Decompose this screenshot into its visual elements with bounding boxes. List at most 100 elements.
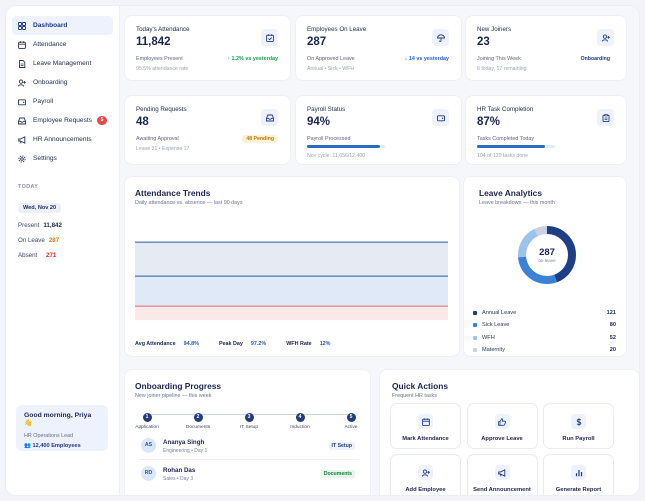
onboarding-step-application[interactable]: 1 Application bbox=[132, 413, 162, 430]
onboarding-step-active[interactable]: 5 Active bbox=[336, 413, 366, 430]
kpi-trend: ↑ 1.2% vs yesterday bbox=[227, 56, 278, 62]
kpi-card-hr-task-completion[interactable]: HR Task Completion 87% Tasks Completed Tod… bbox=[466, 96, 626, 164]
onboarding-step-it-setup[interactable]: 3 IT Setup bbox=[234, 413, 264, 430]
leave-total: 287 bbox=[539, 247, 555, 258]
leave-analytics-card: Leave Analytics Leave breakdown — this m… bbox=[464, 177, 626, 356]
mark-attendance-button[interactable]: Mark Attendance bbox=[391, 404, 460, 448]
quick-action-label: Send Announcement bbox=[473, 487, 531, 493]
legend-row: Sick Leave 80 bbox=[473, 320, 616, 331]
kpi-detail: Leave 31 • Expense 17 bbox=[136, 146, 190, 152]
absence-band bbox=[135, 306, 448, 321]
person-role: Sales • Day 3 bbox=[163, 476, 194, 482]
generate-report-button[interactable]: Generate Report bbox=[544, 455, 613, 495]
kpi-value: 94% bbox=[307, 116, 331, 128]
kpi-card-payroll-status[interactable]: Payroll Status 94% Payroll Processed Nov cy… bbox=[296, 96, 461, 164]
kpi-label: Today's Attendance bbox=[136, 26, 190, 33]
wallet-icon bbox=[432, 109, 449, 126]
dollar-icon bbox=[571, 414, 586, 429]
sidebar-item-label: Employee Requests bbox=[33, 117, 93, 124]
kpi-detail: 95.5% attendance rate bbox=[136, 66, 189, 72]
leave-total-label: on leave bbox=[538, 258, 556, 263]
greeting-card: Good morning, Priya 👋 HR Operations Lead… bbox=[16, 405, 108, 451]
run-payroll-button[interactable]: Run Payroll bbox=[544, 404, 613, 448]
avatar: AS bbox=[141, 438, 156, 453]
kpi-progress-fill bbox=[307, 145, 381, 148]
kpi-value: 11,842 bbox=[136, 36, 171, 48]
step-number: 4 bbox=[295, 413, 305, 422]
kpi-label: Pending Requests bbox=[136, 106, 187, 113]
inbox-icon bbox=[261, 109, 278, 126]
attendance-chart bbox=[135, 241, 448, 321]
sidebar-item-label: HR Announcements bbox=[33, 136, 92, 143]
kpi-progress-bar bbox=[307, 145, 385, 148]
step-label: IT Setup bbox=[239, 425, 259, 430]
greeting-text: Good morning, Priya 👋 bbox=[24, 412, 92, 427]
kpi-status-pill: 48 Pending bbox=[242, 135, 278, 143]
app-window: Dashboard Attendance Leave Management Onboa… bbox=[6, 6, 639, 495]
kpi-card-employees-on-leave[interactable]: Employees On Leave 287 On Approved Leave An… bbox=[296, 16, 461, 80]
avatar: RD bbox=[141, 466, 156, 481]
kpi-label: New Joiners bbox=[477, 26, 512, 33]
trend-stat: Avg Attendance 94.8% bbox=[135, 341, 199, 347]
wfh-band bbox=[135, 276, 448, 307]
kpi-value: 287 bbox=[307, 36, 327, 48]
sidebar-item-employee-requests[interactable]: Employee Requests 5 bbox=[12, 111, 113, 130]
sidebar-item-dashboard[interactable]: Dashboard bbox=[12, 16, 113, 35]
onboarding-step-documents[interactable]: 2 Documents bbox=[183, 413, 213, 430]
approve-leave-button[interactable]: Approve Leave bbox=[467, 404, 537, 448]
legend-value: 52 bbox=[609, 334, 616, 341]
legend-row: Annual Leave 121 bbox=[473, 307, 616, 318]
sidebar-item-attendance[interactable]: Attendance bbox=[12, 35, 113, 54]
requests-badge: 5 bbox=[97, 116, 107, 125]
attendance-band bbox=[135, 242, 448, 277]
sidebar-item-leave-management[interactable]: Leave Management bbox=[12, 54, 113, 73]
quick-actions-subtitle: Frequent HR tasks bbox=[392, 393, 437, 399]
sidebar-item-hr-announcements[interactable]: HR Announcements bbox=[12, 130, 113, 149]
kpi-card-pending-requests[interactable]: Pending Requests 48 Awaiting Approval Leave… bbox=[125, 96, 290, 164]
clipboard-icon bbox=[597, 109, 614, 126]
onboarding-step-induction[interactable]: 4 Induction bbox=[285, 413, 315, 430]
step-number: 3 bbox=[244, 413, 254, 422]
step-number: 1 bbox=[142, 413, 152, 422]
inbox-icon bbox=[18, 117, 26, 125]
sidebar-item-settings[interactable]: Settings bbox=[12, 149, 113, 168]
legend-swatch bbox=[473, 348, 477, 352]
legend-row: WFH 52 bbox=[473, 332, 616, 343]
sidebar-item-label: Attendance bbox=[33, 41, 67, 48]
add-employee-button[interactable]: Add Employee bbox=[391, 455, 460, 495]
onboarding-person-row[interactable]: RD Rohan Das Sales • Day 3 Documents bbox=[139, 466, 359, 484]
send-announcement-button[interactable]: Send Announcement bbox=[467, 455, 537, 495]
legend-row: Maternity 20 bbox=[473, 345, 616, 356]
legend-label: Sick Leave bbox=[482, 322, 510, 328]
kpi-status-pill: Onboarding bbox=[580, 56, 610, 62]
kpi-subtitle: On Approved Leave bbox=[307, 56, 355, 62]
user-role: HR Operations Lead bbox=[24, 433, 74, 439]
legend-label: WFH bbox=[482, 334, 495, 341]
user-plus-icon bbox=[418, 465, 433, 480]
kpi-trend: ↓ 14 vs yesterday bbox=[404, 56, 449, 62]
kpi-subtitle: Payroll Processed bbox=[307, 136, 351, 142]
kpi-card-new-joiners[interactable]: New Joiners 23 Joining This Week 6 today, 1… bbox=[466, 16, 626, 80]
step-label: Documents bbox=[185, 425, 211, 430]
sidebar-item-label: Leave Management bbox=[33, 60, 92, 67]
bar-chart-icon bbox=[571, 465, 586, 480]
trend-stat-label: WFH Rate bbox=[286, 341, 312, 347]
legend-swatch bbox=[473, 310, 477, 315]
kpi-subtitle: Employees Present bbox=[136, 56, 183, 62]
step-label: Application bbox=[135, 425, 159, 430]
umbrella-icon bbox=[432, 29, 449, 46]
sidebar-item-payroll[interactable]: Payroll bbox=[12, 92, 113, 111]
calendar-check-icon bbox=[261, 29, 278, 46]
trend-stat-label: Avg Attendance bbox=[135, 341, 176, 347]
person-role: Engineering • Day 1 bbox=[163, 448, 208, 454]
sidebar: Dashboard Attendance Leave Management Onboa… bbox=[6, 6, 120, 495]
sidebar-item-onboarding[interactable]: Onboarding bbox=[12, 73, 113, 92]
legend-value: 20 bbox=[609, 347, 616, 353]
kpi-progress-fill bbox=[477, 145, 545, 148]
quick-action-label: Generate Report bbox=[555, 487, 602, 493]
attendance-trends-card: Attendance Trends Daily attendance vs. a… bbox=[125, 177, 459, 356]
trend-stat-label: Peak Day bbox=[218, 341, 243, 347]
trends-title: Attendance Trends bbox=[135, 188, 211, 198]
kpi-card-today-s-attendance[interactable]: Today's Attendance 11,842 Employees Presen… bbox=[125, 16, 290, 80]
onboarding-person-row[interactable]: AS Ananya Singh Engineering • Day 1 IT Setu… bbox=[139, 438, 359, 460]
